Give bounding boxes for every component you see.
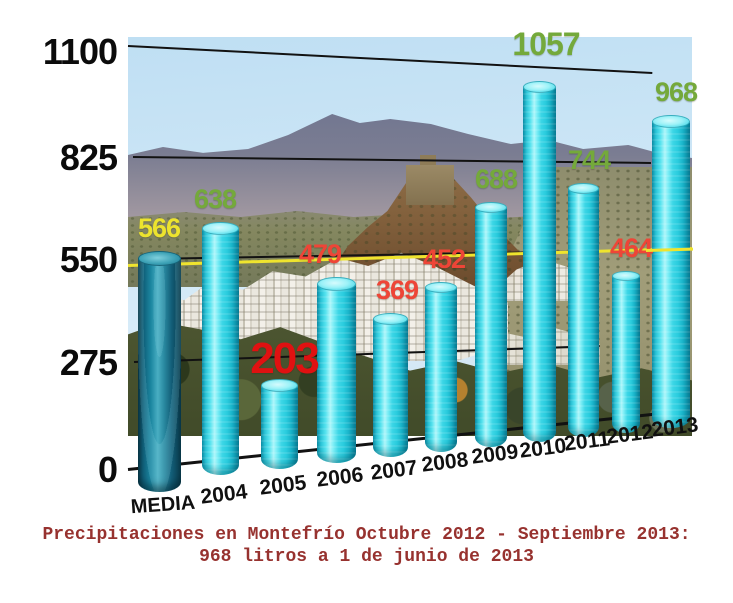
bar-body bbox=[652, 121, 690, 428]
bar-2013 bbox=[652, 114, 690, 428]
bar-body bbox=[316, 284, 356, 464]
bar-2012 bbox=[612, 271, 640, 433]
value-label-2010: 1057 bbox=[512, 26, 580, 63]
value-label-2013: 968 bbox=[654, 76, 698, 107]
bar-top-cap bbox=[425, 282, 457, 294]
bar-top-cap bbox=[201, 222, 239, 236]
bar-top-cap bbox=[475, 201, 507, 213]
bar-body bbox=[612, 276, 640, 433]
y-tick-1100: 1100 bbox=[42, 31, 118, 72]
bar-2010 bbox=[522, 81, 556, 442]
bar-top-cap bbox=[612, 271, 640, 282]
castle bbox=[406, 165, 454, 205]
bar-body bbox=[522, 87, 556, 442]
bar-2008 bbox=[425, 282, 457, 453]
value-label-2006: 479 bbox=[298, 239, 342, 270]
bar-body bbox=[260, 385, 298, 470]
value-label-2012: 464 bbox=[609, 233, 653, 264]
bar-body bbox=[475, 207, 507, 447]
value-label-2007: 369 bbox=[375, 275, 419, 306]
bar-2007 bbox=[372, 313, 408, 458]
bar-2009 bbox=[475, 201, 507, 447]
bar-top-cap bbox=[522, 81, 556, 94]
bar-top-cap bbox=[652, 114, 690, 128]
bar-body bbox=[137, 258, 181, 492]
value-label-2004: 638 bbox=[193, 184, 237, 215]
bar-body bbox=[372, 319, 408, 458]
y-tick-825: 825 bbox=[59, 137, 118, 178]
caption-line-1: Precipitaciones en Montefrío Octubre 201… bbox=[42, 525, 691, 545]
y-tick-275: 275 bbox=[59, 342, 118, 383]
bar-2011 bbox=[567, 183, 599, 438]
chart-caption: Precipitaciones en Montefrío Octubre 201… bbox=[0, 524, 733, 568]
value-label-2011: 744 bbox=[567, 145, 611, 176]
y-tick-0: 0 bbox=[97, 449, 118, 490]
bar-2006 bbox=[316, 277, 356, 464]
bar-2005 bbox=[260, 379, 298, 470]
bar-top-cap bbox=[260, 379, 298, 393]
bar-top-cap bbox=[372, 313, 408, 326]
bar-media bbox=[137, 250, 181, 492]
bar-top-cap bbox=[137, 250, 181, 266]
bar-2004 bbox=[201, 222, 239, 476]
caption-line-2: 968 litros a 1 de junio de 2013 bbox=[199, 547, 534, 567]
bar-body bbox=[567, 188, 599, 438]
value-label-2008: 452 bbox=[422, 244, 466, 275]
bar-top-cap bbox=[316, 277, 356, 292]
bar-body bbox=[425, 287, 457, 453]
bar-top-cap bbox=[567, 183, 599, 195]
bar-body bbox=[201, 228, 239, 476]
value-label-media: 566 bbox=[137, 212, 181, 243]
value-label-2005: 203 bbox=[250, 334, 319, 384]
value-label-2009: 688 bbox=[474, 163, 518, 194]
y-tick-550: 550 bbox=[59, 239, 118, 280]
